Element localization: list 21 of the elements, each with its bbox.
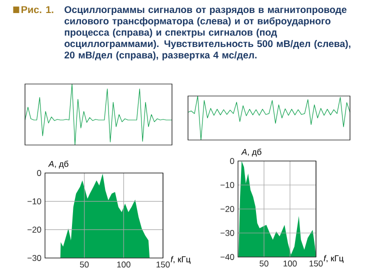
y-tick-label: −10: [220, 182, 234, 188]
y-tick-label: −30: [28, 255, 42, 261]
y-tick-label: −40: [220, 254, 234, 260]
x-tick-label: 100: [117, 262, 130, 268]
y-tick-label: 0: [37, 170, 42, 176]
x-tick-label: 50: [80, 262, 89, 268]
text: Осциллограммы сигналов от разрядов в магнитопроводе силового трансформатора (слева) и от виброударного процесса (справа) и спектры сигналов (под осциллограммами). Чувствительность 500 мВ/дел (слева), 20 мВ/дел (справа), развертка 4 мс/дел.: [64, 6, 350, 60]
x-tick-label: 50: [260, 260, 268, 267]
y-axis-title: A, дб: [241, 148, 262, 156]
y-tick-label: −20: [220, 206, 234, 212]
x-tick-label: 100: [284, 260, 297, 267]
x-tick-label: 150: [310, 260, 323, 267]
y-tick-label: 0: [230, 158, 234, 164]
x-axis-title: f, кГц: [170, 256, 191, 264]
x-tick-label: 150: [156, 262, 170, 268]
y-tick-label: −20: [28, 226, 42, 233]
x-axis-title: f, кГц: [324, 255, 344, 263]
y-tick-label: −30: [220, 230, 234, 236]
chart-title: Рис. 1.: [22, 6, 54, 14]
y-axis-title: A, дб: [48, 160, 68, 168]
y-tick-label: −10: [28, 198, 42, 204]
